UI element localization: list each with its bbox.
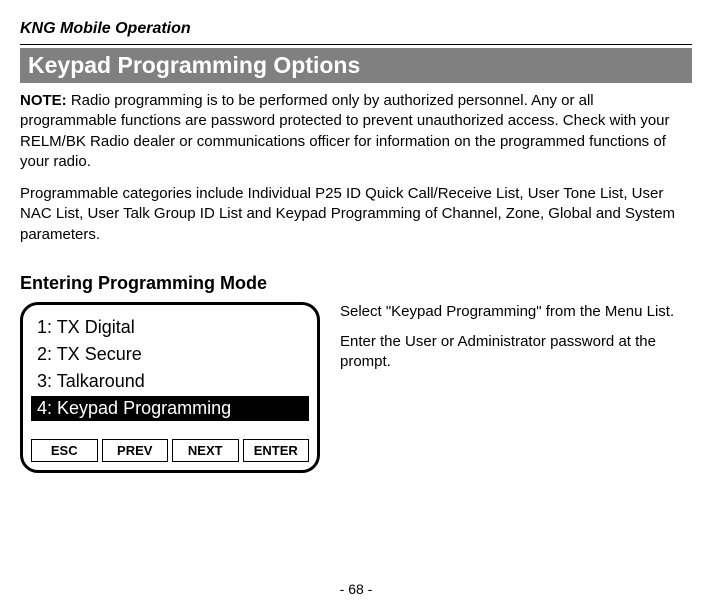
instructions-column: Select "Keypad Programming" from the Men… xyxy=(340,302,692,473)
prev-button[interactable]: PREV xyxy=(102,439,169,462)
instruction-p2: Enter the User or Administrator password… xyxy=(340,332,692,373)
note-paragraph: NOTE: Radio programming is to be perform… xyxy=(20,91,692,172)
menu-item-tx-secure[interactable]: 2: TX Secure xyxy=(31,342,309,367)
next-button[interactable]: NEXT xyxy=(172,439,239,462)
note-text: Radio programming is to be performed onl… xyxy=(20,92,670,170)
categories-paragraph: Programmable categories include Individu… xyxy=(20,184,692,245)
menu-panel: 1: TX Digital 2: TX Secure 3: Talkaround… xyxy=(20,302,320,473)
menu-item-tx-digital[interactable]: 1: TX Digital xyxy=(31,315,309,340)
note-label: NOTE: xyxy=(20,92,67,109)
section-title: Keypad Programming Options xyxy=(20,48,692,83)
esc-button[interactable]: ESC xyxy=(31,439,98,462)
instruction-p1: Select "Keypad Programming" from the Men… xyxy=(340,302,692,322)
subsection-title: Entering Programming Mode xyxy=(20,273,692,294)
running-header: KNG Mobile Operation xyxy=(20,20,692,38)
header-divider xyxy=(20,44,692,45)
enter-button[interactable]: ENTER xyxy=(243,439,310,462)
page-number: - 68 - xyxy=(0,581,712,597)
menu-item-keypad-programming[interactable]: 4: Keypad Programming xyxy=(31,396,309,421)
menu-button-row: ESC PREV NEXT ENTER xyxy=(31,439,309,462)
menu-item-talkaround[interactable]: 3: Talkaround xyxy=(31,369,309,394)
